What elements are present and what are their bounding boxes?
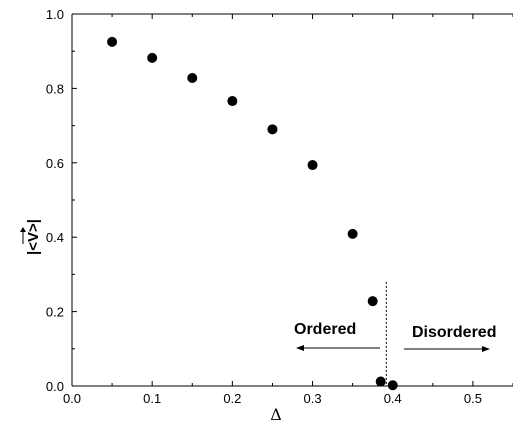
y-tick-label: 0.2: [46, 305, 64, 320]
x-tick-label: 0.0: [63, 391, 81, 406]
data-point: [375, 376, 386, 387]
y-axis-label: |<V>|: [20, 219, 42, 255]
disordered-arrowhead: [482, 346, 490, 352]
ordered-label: Ordered: [294, 321, 356, 338]
x-tick-label: 0.4: [384, 391, 402, 406]
data-point: [147, 52, 158, 63]
vector-arrow-head: [20, 227, 26, 232]
data-point: [267, 124, 278, 135]
data-point: [387, 380, 398, 391]
x-tick-label: 0.3: [304, 391, 322, 406]
ordered-arrowhead: [296, 345, 304, 351]
x-tick-labels: 0.0 0.1 0.2 0.3 0.4 0.5: [63, 391, 482, 406]
disordered-label: Disordered: [412, 324, 496, 341]
x-tick-label: 0.2: [223, 391, 241, 406]
y-tick-label: 0.6: [46, 156, 64, 171]
y-tick-label: 1.0: [46, 7, 64, 22]
data-point: [187, 72, 198, 83]
y-tick-label: 0.4: [46, 230, 64, 245]
data-point: [347, 228, 358, 239]
y-axis-label-text: |<V>|: [25, 219, 42, 255]
y-tick-labels: 0.0 0.2 0.4 0.6 0.8 1.0: [46, 7, 64, 394]
data-point: [367, 296, 378, 307]
data-point: [307, 160, 318, 171]
y-tick-label: 0.8: [46, 81, 64, 96]
x-tick-label: 0.1: [143, 391, 161, 406]
x-axis-label: Δ: [270, 405, 282, 424]
x-tick-label: 0.5: [464, 391, 482, 406]
y-tick-label: 0.0: [46, 379, 64, 394]
data-points: [107, 36, 398, 391]
data-point: [227, 96, 238, 107]
data-point: [107, 36, 118, 47]
